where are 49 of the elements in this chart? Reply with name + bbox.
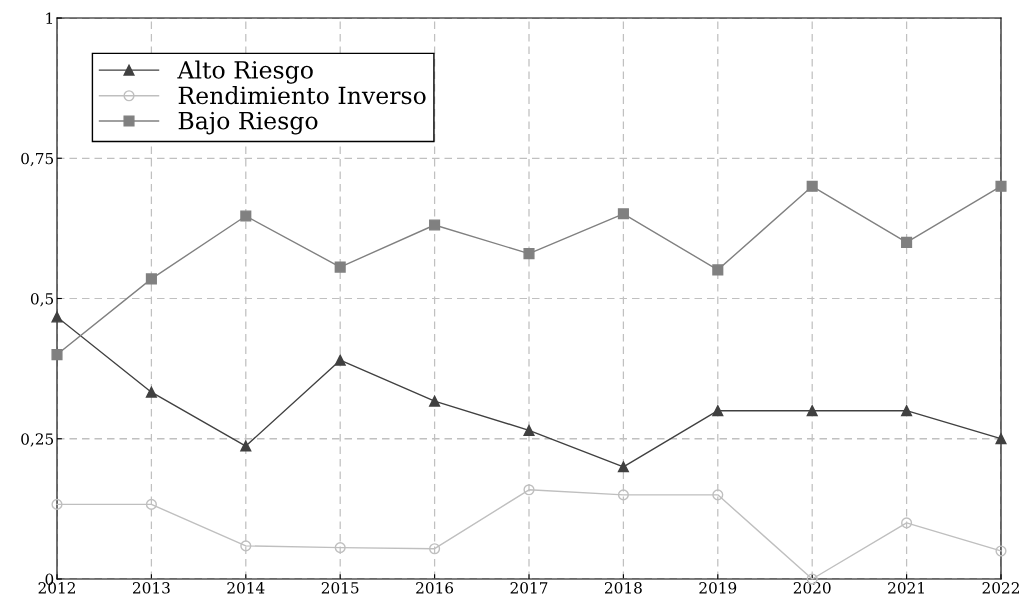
point [51, 498, 63, 510]
y-tick-label: 0,75 [21, 152, 54, 167]
point [617, 489, 629, 501]
point [617, 461, 629, 473]
point [617, 208, 629, 220]
point [334, 542, 346, 554]
x-tick-label: 2018 [605, 582, 642, 594]
point [51, 349, 63, 361]
x-tick-label: 2016 [416, 582, 454, 594]
y-tick-label: 0,5 [30, 292, 54, 307]
point [145, 386, 157, 398]
x-tick-label: 2017 [510, 582, 548, 594]
point [523, 424, 535, 436]
x-tick-label: 2022 [982, 582, 1019, 594]
point [145, 498, 157, 510]
point [995, 180, 1007, 192]
point [240, 210, 252, 222]
point [429, 395, 441, 407]
y-tick-label: 0,25 [21, 433, 54, 447]
point [901, 405, 913, 417]
point [240, 540, 252, 552]
point [712, 264, 724, 276]
point [712, 489, 724, 501]
x-tick-label: 2013 [133, 582, 170, 594]
point [806, 180, 818, 192]
x-tick-label: 2019 [699, 582, 737, 594]
point [806, 405, 818, 417]
legend-label: Rendimiento Inverso [178, 86, 426, 105]
point [901, 236, 913, 248]
x-tick-label: 2014 [227, 582, 265, 594]
x-tick-label: 2020 [793, 582, 831, 594]
point [523, 484, 535, 496]
point [145, 273, 157, 285]
point [429, 219, 441, 231]
point [901, 517, 913, 529]
x-tick-label: 2015 [321, 582, 359, 594]
point [995, 545, 1007, 557]
point [51, 311, 63, 323]
point [429, 543, 441, 555]
y-tick-label: 1 [46, 12, 53, 24]
point [334, 354, 346, 366]
point [240, 440, 252, 452]
point [995, 433, 1007, 445]
x-tick-label: 2021 [888, 582, 924, 594]
legend-label: Bajo Riesgo [178, 111, 318, 135]
point [712, 405, 724, 417]
point [334, 261, 346, 273]
point [523, 248, 535, 260]
legend-label: Alto Riesgo [177, 60, 313, 84]
